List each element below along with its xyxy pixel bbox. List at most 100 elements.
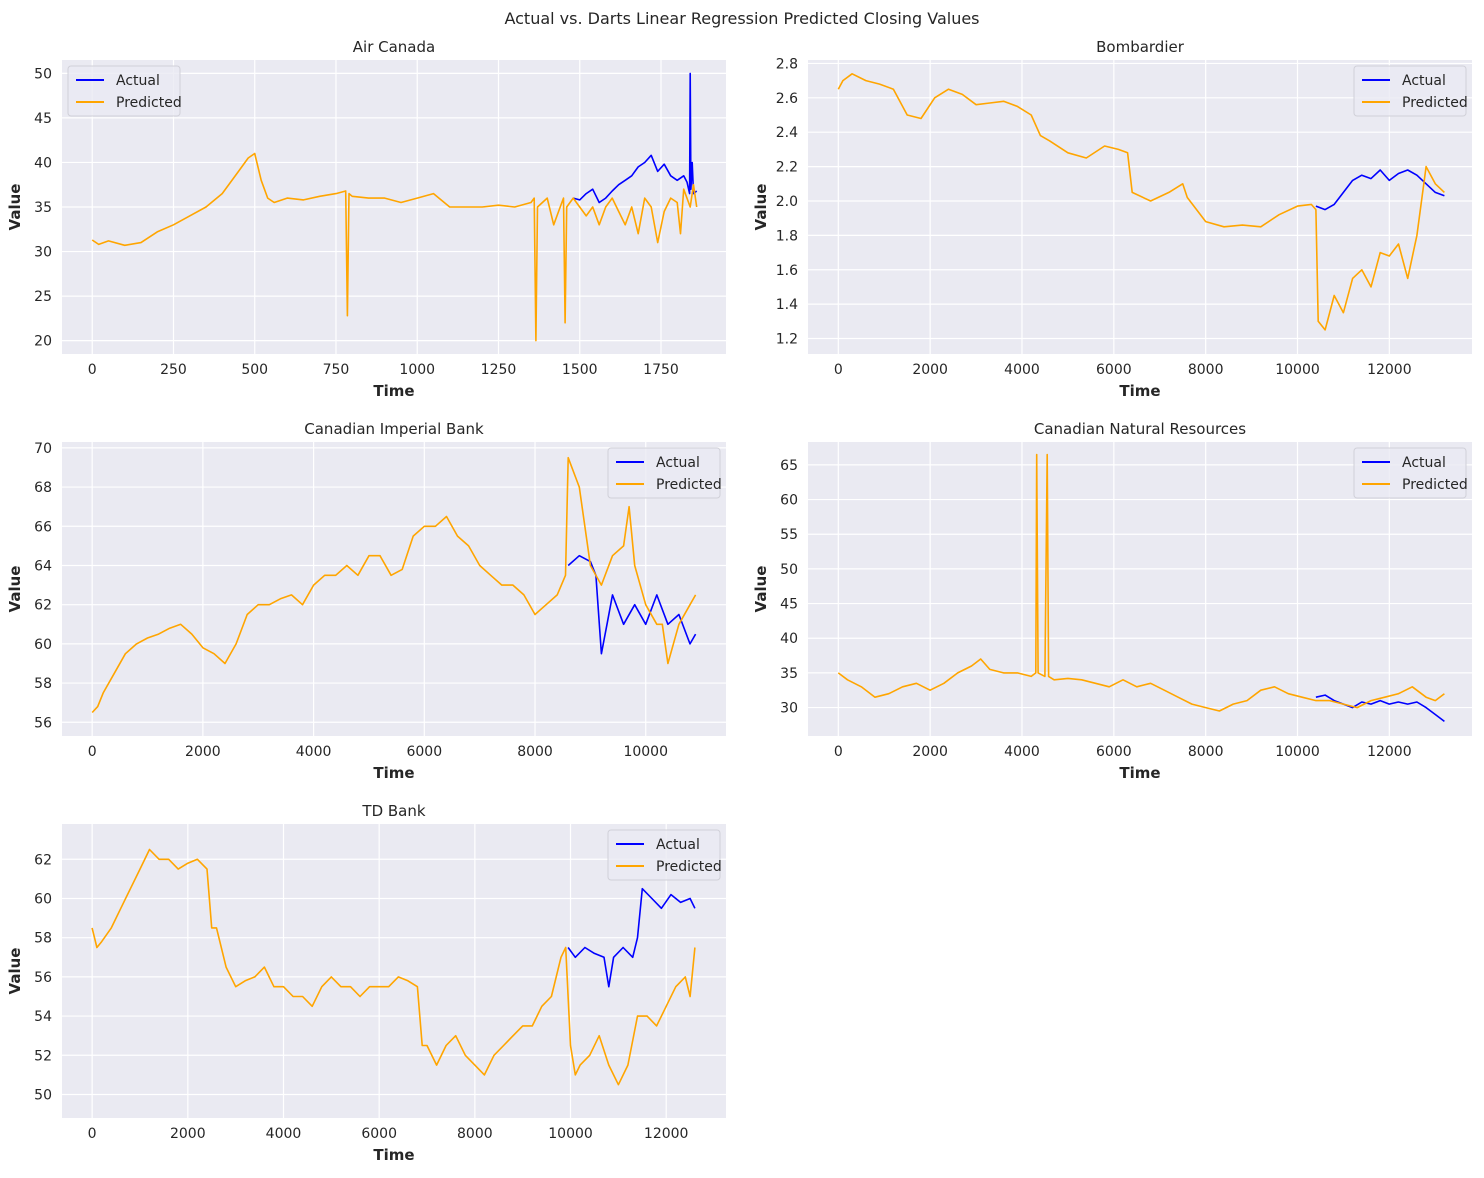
- y-tick-label: 20: [34, 334, 52, 350]
- y-tick-label: 2.0: [776, 194, 798, 210]
- y-tick-label: 58: [34, 676, 52, 692]
- x-axis-label: Time: [1119, 764, 1160, 782]
- y-tick-label: 64: [34, 558, 52, 574]
- subplot-title: Canadian Imperial Bank: [304, 420, 484, 438]
- y-tick-label: 50: [34, 66, 52, 82]
- x-tick-label: 6000: [406, 744, 442, 760]
- subplot-title: Bombardier: [1096, 38, 1185, 56]
- series-line-predicted: [91, 848, 696, 1086]
- y-tick-label: 25: [34, 289, 52, 305]
- legend-label-predicted: Predicted: [116, 95, 182, 111]
- legend-box: [607, 829, 721, 881]
- x-tick-label: 8000: [1188, 744, 1224, 760]
- x-tick-label: 1750: [643, 362, 679, 378]
- y-axis-label: Value: [752, 566, 770, 613]
- series-line-actual: [572, 72, 698, 204]
- legend-label-actual: Actual: [656, 455, 700, 471]
- legend-box: [607, 447, 721, 499]
- x-tick-label: 6000: [1096, 362, 1132, 378]
- y-tick-label: 65: [780, 458, 798, 474]
- x-tick-label: 4000: [1004, 744, 1040, 760]
- series-line-actual: [567, 554, 697, 655]
- legend-label-predicted: Predicted: [656, 477, 722, 493]
- y-tick-label: 1.8: [776, 228, 798, 244]
- subplots-grid: 0 250 500 750 1000 1250 1500 175020253035404550…: [6, 38, 1472, 1164]
- y-tick-label: 30: [34, 245, 52, 261]
- legend-label-actual: Actual: [116, 73, 160, 89]
- y-tick-label: 50: [780, 562, 798, 578]
- y-tick-label: 54: [34, 1009, 52, 1025]
- y-tick-label: 56: [34, 970, 52, 986]
- legend: Actual Predicted: [1353, 447, 1468, 499]
- legend-label-actual: Actual: [656, 837, 700, 853]
- x-tick-label: 12000: [644, 1126, 689, 1142]
- x-tick-label: 6000: [361, 1126, 397, 1142]
- subplot-title: Canadian Natural Resources: [1034, 420, 1246, 438]
- y-tick-label: 35: [780, 666, 798, 682]
- x-tick-label: 8000: [457, 1126, 493, 1142]
- x-tick-label: 750: [323, 362, 350, 378]
- y-tick-label: 66: [34, 519, 52, 535]
- legend-label-actual: Actual: [1402, 455, 1446, 471]
- legend-box: [67, 65, 181, 117]
- y-tick-label: 52: [34, 1048, 52, 1064]
- y-axis-label: Value: [6, 566, 24, 613]
- x-tick-label: 12000: [1367, 362, 1412, 378]
- x-tick-label: 0: [88, 362, 97, 378]
- x-tick-label: 2000: [912, 744, 948, 760]
- series-line-predicted: [837, 73, 1445, 331]
- y-tick-label: 60: [34, 891, 52, 907]
- series-line-predicted: [91, 152, 698, 342]
- x-tick-label: 4000: [266, 1126, 302, 1142]
- subplot-canadian-imperial-bank: 0 2000 4000 6000 8000 10000 56 58 60 62 64 66 68 70 Ca…: [6, 420, 726, 782]
- x-tick-label: 0: [834, 744, 843, 760]
- y-tick-label: 50: [34, 1087, 52, 1103]
- y-tick-label: 2.8: [776, 56, 798, 72]
- subplot-bombardier: 0 2000 4000 6000 8000 10000 12000 1.2 1.4 1.6 1.8 2…: [752, 38, 1472, 400]
- subplot-air-canada: 0 250 500 750 1000 1250 1500 1750 20 25 30 35 40 45 50…: [6, 38, 726, 400]
- x-tick-label: 12000: [1367, 744, 1412, 760]
- x-tick-label: 10000: [1275, 744, 1320, 760]
- figure-title: Actual vs. Darts Linear Regression Predi…: [504, 9, 979, 28]
- y-tick-label: 2.2: [776, 160, 798, 176]
- x-tick-label: 0: [88, 744, 97, 760]
- legend: Actual Predicted: [607, 829, 722, 881]
- legend-label-predicted: Predicted: [1402, 477, 1468, 493]
- legend-label-actual: Actual: [1402, 73, 1446, 89]
- x-tick-label: 10000: [1275, 362, 1320, 378]
- y-tick-label: 40: [34, 155, 52, 171]
- x-axis-label: Time: [1119, 382, 1160, 400]
- subplot-title: TD Bank: [361, 802, 425, 820]
- y-tick-label: 58: [34, 931, 52, 947]
- subplot-canadian-natural-resources: 0 2000 4000 6000 8000 10000 12000 30 35 40 45 50 55 6…: [752, 420, 1472, 782]
- x-tick-label: 4000: [1004, 362, 1040, 378]
- x-axis-label: Time: [373, 382, 414, 400]
- x-tick-label: 500: [241, 362, 268, 378]
- subplot-td-bank: 0 2000 4000 6000 8000 10000 12000 50 52 54 56 58 60 6…: [6, 802, 726, 1164]
- y-tick-label: 45: [34, 111, 52, 127]
- series-line-actual: [1315, 169, 1445, 211]
- x-tick-label: 8000: [1188, 362, 1224, 378]
- y-tick-label: 60: [34, 637, 52, 653]
- x-tick-label: 2000: [170, 1126, 206, 1142]
- legend: Actual Predicted: [1353, 65, 1468, 117]
- x-tick-label: 1500: [562, 362, 598, 378]
- y-tick-label: 1.2: [776, 332, 798, 348]
- y-tick-label: 30: [780, 701, 798, 717]
- x-axis-label: Time: [373, 1146, 414, 1164]
- y-tick-label: 40: [780, 631, 798, 647]
- y-tick-label: 1.4: [776, 297, 798, 313]
- series-line-actual: [567, 887, 696, 988]
- y-tick-label: 1.6: [776, 263, 798, 279]
- x-tick-label: 0: [88, 1126, 97, 1142]
- x-axis-label: Time: [373, 764, 414, 782]
- y-axis-label: Value: [752, 184, 770, 231]
- legend-box: [1353, 447, 1467, 499]
- y-tick-label: 56: [34, 715, 52, 731]
- legend: Actual Predicted: [607, 447, 722, 499]
- y-tick-label: 55: [780, 527, 798, 543]
- y-tick-label: 2.6: [776, 91, 798, 107]
- x-tick-label: 2000: [912, 362, 948, 378]
- x-tick-label: 10000: [548, 1126, 593, 1142]
